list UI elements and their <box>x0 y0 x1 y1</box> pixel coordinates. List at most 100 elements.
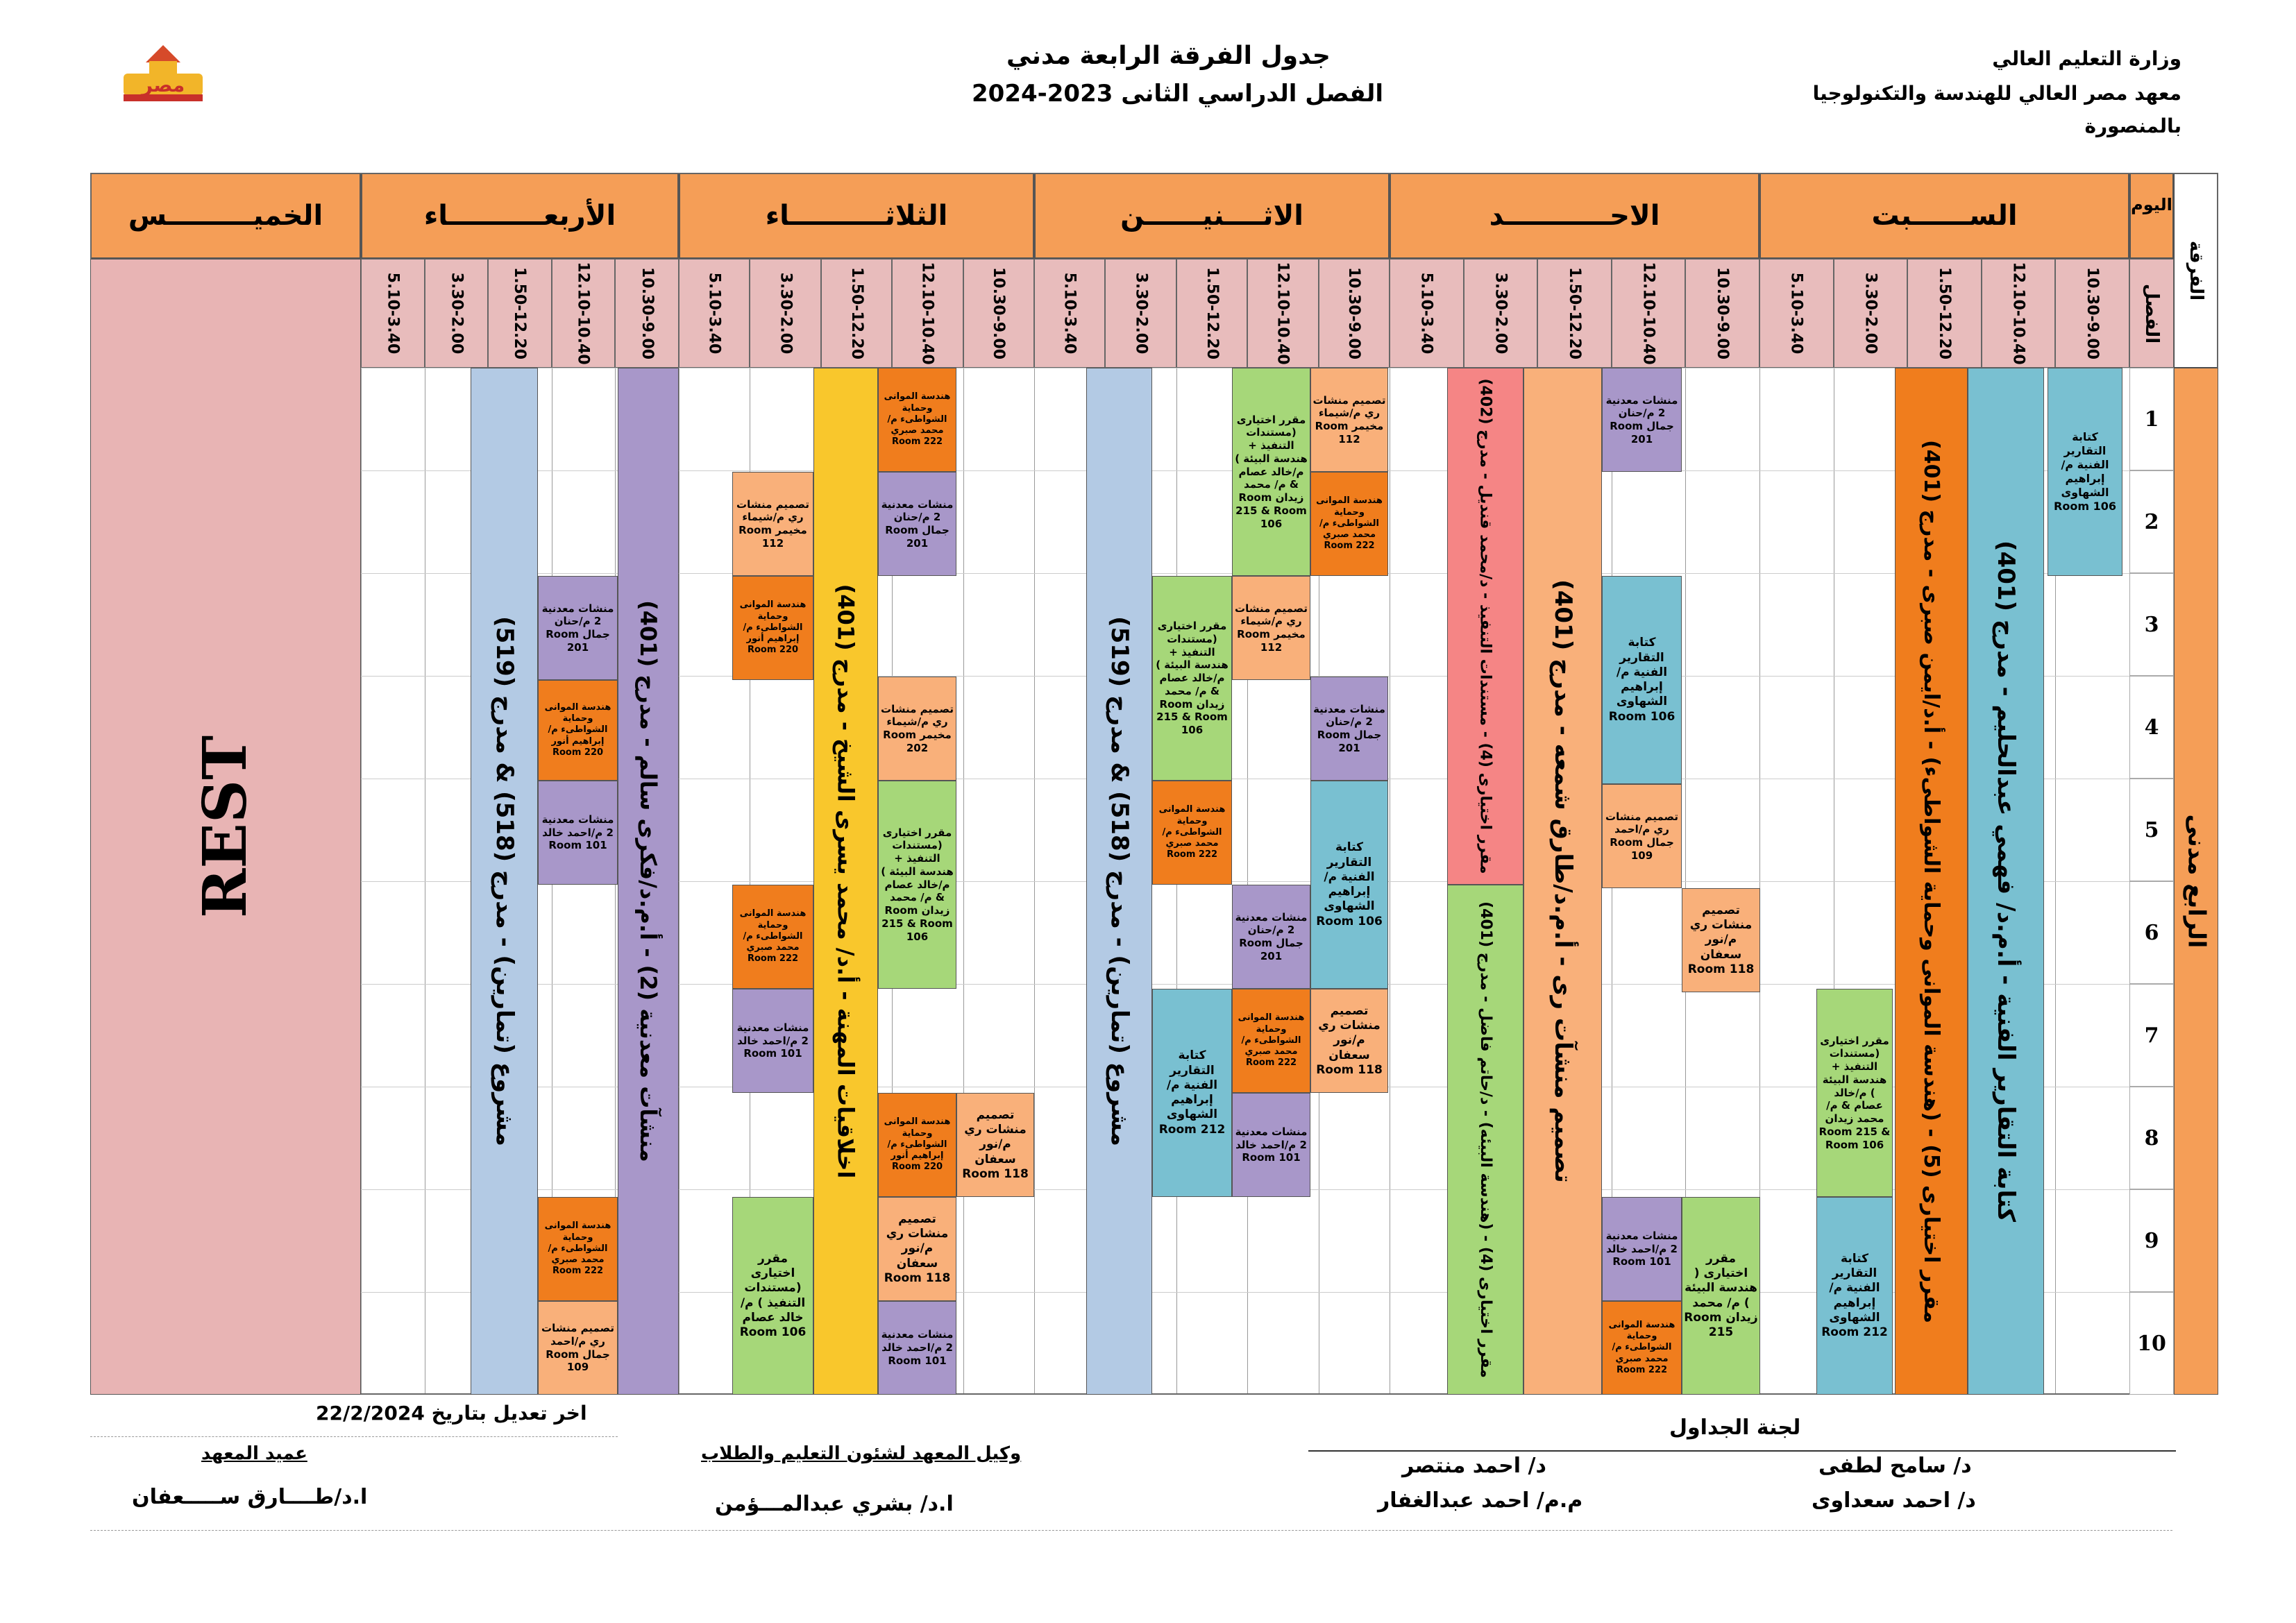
tue-ethics-lecture: اخلاقيات المهنة - أ.د/ محمد يسرى الشيخ -… <box>813 368 878 1395</box>
mon-writing-session-1: كتابة التقارير الفنية م/ إبراهيم الشهاوى… <box>1310 781 1388 989</box>
tue-time-slot-4: 3.30-2.00 <box>750 259 821 368</box>
row-number: 3 <box>2129 573 2174 676</box>
footer-divider-left <box>90 1436 618 1437</box>
sun-writing-session: كتابة التقارير الفنية م/ إبراهيم الشهاوى… <box>1602 576 1682 784</box>
sun-irrigation-session-1: تصميم منشات ري م/احمد جمال Room 109 <box>1602 784 1682 888</box>
dean-name: ا.د/طــــارق ســـــعفان <box>132 1485 368 1509</box>
day-header-saturday: الســــــبت <box>1759 173 2129 259</box>
dean-title: عميد المعهد <box>201 1443 307 1464</box>
row-number: 8 <box>2129 1087 2174 1189</box>
row-number: 5 <box>2129 779 2174 881</box>
sun-time-slot-2: 12.10-10.40 <box>1611 259 1686 368</box>
row-number: 7 <box>2129 984 2174 1087</box>
tue-irrigation-session-1: تصميم منشات ري م/نور سعفان Room 118 <box>956 1093 1034 1197</box>
sat-elective5-lecture: مقرر اختيارى (5) - (هندسة الموانى وحماية… <box>1895 368 1968 1395</box>
footer-bottom-divider <box>90 1530 2172 1531</box>
institute-label: معهد مصر العالي للهندسة والتكنولوجيا <box>1812 82 2181 105</box>
tue-ports-session-4: هندسة الموانى وحماية الشواطىء م/محمد صبر… <box>732 885 813 989</box>
committee-title: لجنة الجداول <box>1669 1416 1801 1440</box>
page-title: جدول الفرقة الرابعة مدني <box>1006 42 1331 70</box>
tue-time-slot-5: 5.10-3.40 <box>679 259 750 368</box>
tue-irrigation-session-4: تصميم منشات ري م/شيماء مخيمر Room 112 <box>732 472 813 576</box>
wed-time-slot-2: 12.10-10.40 <box>551 259 616 368</box>
committee-divider <box>1308 1450 2176 1452</box>
mon-metal-session-3: منشات معدنية 2 م/احمد خالد Room 101 <box>1232 1093 1310 1197</box>
mon-ports-session-2: هندسة الموانى وحماية الشواطىء م/محمد صبر… <box>1232 989 1310 1093</box>
sun-metal-session-1: منشات معدنية 2 م/حنان جمال Room 201 <box>1602 368 1682 472</box>
mon-time-slot-2: 12.10-10.40 <box>1247 259 1319 368</box>
sat-writing-session: كتابة التقارير الفنية م/ إبراهيم الشهاوى… <box>2048 368 2122 576</box>
sat-time-slot-1: 10.30-9.00 <box>2055 259 2129 368</box>
ministry-label: وزارة التعليم العالي <box>1992 47 2181 70</box>
committee-member-1: د/ سامح لطفى <box>1818 1454 1972 1478</box>
mon-metal-session-1: منشات معدنية 2 م/حنان جمال Room 201 <box>1310 677 1388 781</box>
wed-time-slot-5: 5.10-3.40 <box>361 259 425 368</box>
wed-ports-session-2: هندسة الموانى وحماية الشواطىء م/محمد صبر… <box>538 1197 618 1301</box>
wed-metal-session-1: منشات معدنية 2 م/حنان جمال Room 201 <box>538 576 618 680</box>
tue-elective-session: مقرر اختيارى (مستندات التنفيذ + هندسة ال… <box>878 781 956 989</box>
tue-ports-session-1: هندسة الموانى وحماية الشواطىء م/محمد صبر… <box>878 368 956 472</box>
wed-time-slot-4: 3.30-2.00 <box>424 259 489 368</box>
row-number: 10 <box>2129 1292 2174 1395</box>
tue-ports-session-2: هندسة الموانى وحماية الشواطىء م/إبراهيم … <box>878 1093 956 1197</box>
thursday-rest-block: REST <box>90 259 361 1395</box>
sun-elective-env-session: مقرر اختيارى ( هندسة البيئة ) م/ محمد زي… <box>1682 1197 1760 1395</box>
sun-elective4-execution: مقرر اختيارى (4) - مستندات التنفيذ - د/م… <box>1447 368 1523 885</box>
sun-time-slot-1: 10.30-9.00 <box>1685 259 1759 368</box>
day-header-tuesday: الثلاثــــــــــاء <box>679 173 1034 259</box>
sat-elective-section: مقرر اختيارى (مستندات التنفيذ + هندسة ال… <box>1816 989 1893 1197</box>
row-number: 1 <box>2129 368 2174 470</box>
mon-time-slot-3: 1.50-12.20 <box>1176 259 1248 368</box>
day-header-monday: الاثــــنيــــــن <box>1034 173 1390 259</box>
grid-row-line <box>361 1292 2129 1293</box>
sun-time-slot-5: 5.10-3.40 <box>1390 259 1464 368</box>
tue-time-slot-3: 1.50-12.20 <box>820 259 893 368</box>
wed-ports-session-1: هندسة الموانى وحماية الشواطىء م/إبراهيم … <box>538 680 618 781</box>
tue-metal-session-1: منشات معدنية 2 م/حنان جمال Room 201 <box>878 472 956 576</box>
city-label: بالمنصورة <box>2084 114 2181 137</box>
sun-time-slot-4: 3.30-2.00 <box>1463 259 1538 368</box>
sun-irrigation-lecture: تصميم منشآت رى - أ.م.د/طارق شمعه - مدرج … <box>1523 368 1602 1395</box>
tue-irrigation-session-3: تصميم منشات ري م/نور سعفان Room 118 <box>878 1197 956 1301</box>
sun-irrigation-session-2: تصميم منشات ري م/نور سعفان Room 118 <box>1682 888 1760 992</box>
mon-elective-session-2: مقرر اختيارى (مستندات التنفيذ + هندسة ال… <box>1152 576 1232 781</box>
mon-elective-session-1: مقرر اختيارى (مستندات التنفيذ + هندسة ال… <box>1232 368 1310 576</box>
svg-text:مصر: مصر <box>140 74 185 96</box>
vice-dean-title: وكيل المعهد لشئون التعليم والطلاب <box>701 1443 1022 1464</box>
corner-period-header: الفصل <box>2129 259 2174 368</box>
institute-logo: مصر <box>118 42 208 111</box>
last-edit-date: اخر تعديل بتاريخ 22/2/2024 <box>316 1402 587 1425</box>
vice-dean-name: ا.د/ بشري عبدالمـــؤمن <box>715 1492 954 1516</box>
committee-member-2: د/ احمد منتصر <box>1402 1454 1546 1478</box>
wed-time-slot-3: 1.50-12.20 <box>488 259 552 368</box>
mon-irrigation-session-2: تصميم منشات ري م/نور سعفان Room 118 <box>1310 989 1388 1093</box>
mon-writing-session-2: كتابة التقارير الفنية م/ إبراهيم الشهاوى… <box>1152 989 1232 1197</box>
tue-metal-session-3: منشات معدنية 2 م/احمد خالد Room 101 <box>732 989 813 1093</box>
mon-ports-session-1: هندسة الموانى وحماية الشواطىء م/محمد صبر… <box>1310 472 1388 576</box>
wed-time-slot-1: 10.30-9.00 <box>615 259 679 368</box>
mon-time-slot-5: 5.10-3.40 <box>1034 259 1106 368</box>
sun-metal-session-2: منشات معدنية 2 م/احمد خالد Room 101 <box>1602 1197 1682 1301</box>
row-number: 6 <box>2129 881 2174 984</box>
sat-writing-session-2: كتابة التقارير الفنية م/ إبراهيم الشهاوى… <box>1816 1197 1893 1395</box>
sun-time-slot-3: 1.50-12.20 <box>1537 259 1612 368</box>
mon-time-slot-4: 3.30-2.00 <box>1105 259 1176 368</box>
tue-time-slot-2: 12.10-10.40 <box>892 259 963 368</box>
class-name-cell: الرابع مدنى <box>2174 368 2218 1395</box>
mon-irrigation-session-1: تصميم منشات ري م/شيماء مخيمر Room 112 <box>1310 368 1388 472</box>
tue-elective-session-2: مقرر اختيارى (مستندات التنفيذ ) م/خالد ع… <box>732 1197 813 1395</box>
wed-irrigation-session: تصميم منشات ري م/احمد جمال Room 109 <box>538 1301 618 1395</box>
sun-ports-session: هندسة الموانى وحماية الشواطىء م/محمد صبر… <box>1602 1301 1682 1395</box>
tue-ports-session-3: هندسة الموانى وحماية الشواطىء م/إبراهيم … <box>732 576 813 680</box>
day-header-thursday: الخميـــــــــس <box>90 173 361 259</box>
day-header-sunday: الاحـــــــــــد <box>1390 173 1759 259</box>
mon-project-lecture: مشروع (تمارين) - مدرج (518) & مدرج (519) <box>1086 368 1152 1395</box>
sat-technical-writing-lecture: كتابة التقارير الفنية - أ.م.د/ فهمي عبدا… <box>1968 368 2044 1395</box>
row-number: 4 <box>2129 676 2174 779</box>
sun-elective4-environment: مقرر اختيارى (4) - (هندسة البيئه) - د/حا… <box>1447 885 1523 1395</box>
mon-irrigation-session-3: تصميم منشات ري م/شيماء مخيمر Room 112 <box>1232 576 1310 680</box>
tue-irrigation-session-2: تصميم منشات ري م/شيماء مخيمر Room 202 <box>878 677 956 781</box>
mon-time-slot-1: 10.30-9.00 <box>1318 259 1390 368</box>
mon-metal-session-2: منشات معدنية 2 م/حنان جمال Room 201 <box>1232 885 1310 989</box>
row-number: 9 <box>2129 1189 2174 1292</box>
